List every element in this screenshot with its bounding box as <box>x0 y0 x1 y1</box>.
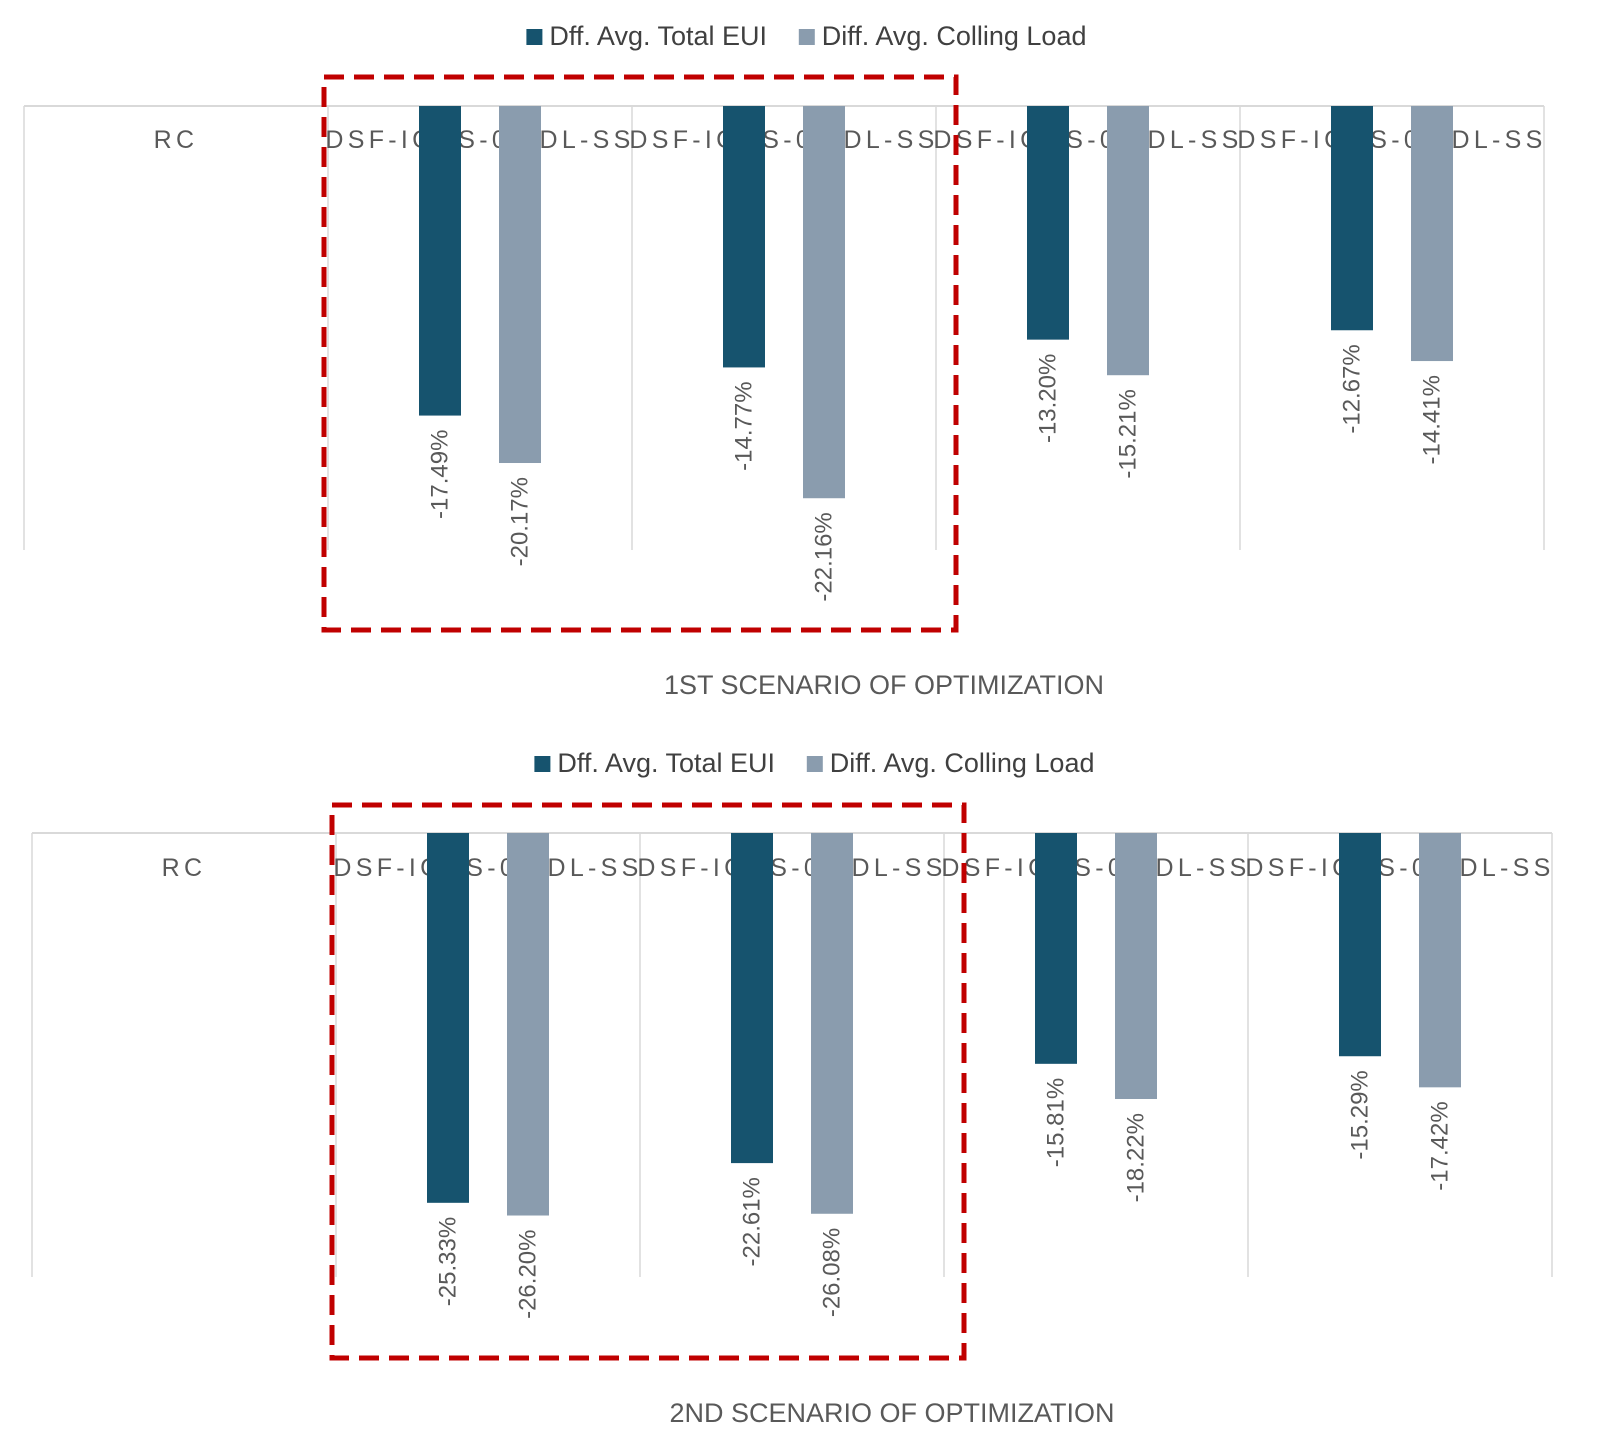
category-label: DSF-IGUS-03/DL-SS <box>933 126 1242 154</box>
category-label: DSF-IGUS-01/DL-SS <box>325 126 634 154</box>
data-label: -22.16% <box>811 512 838 601</box>
category-label: DSF-IGUS-02/DL-SS <box>637 854 946 882</box>
legend-label-2: Diff. Avg. Colling Load <box>830 748 1095 778</box>
bar-total-eui <box>1331 106 1373 331</box>
bar-cooling-load <box>1411 106 1453 362</box>
legend: Dff. Avg. Total EUI Diff. Avg. Colling Lo… <box>534 748 1094 778</box>
highlight-box <box>321 74 959 633</box>
data-label: -15.29% <box>1347 1070 1374 1159</box>
data-label: -26.20% <box>515 1230 542 1319</box>
bar-cooling-load <box>811 833 853 1214</box>
bar-total-eui <box>731 833 773 1164</box>
data-label: -22.61% <box>739 1177 766 1266</box>
bar-cooling-load <box>1115 833 1157 1100</box>
data-label: -12.67% <box>1339 344 1366 433</box>
category-label: RC <box>162 854 207 882</box>
legend-swatch-1 <box>526 29 543 45</box>
x-axis-title: 2ND SCENARIO OF OPTIMIZATION <box>669 1398 1114 1428</box>
category-label: DSF-IGUS-03/DL-SS <box>941 854 1250 882</box>
category-label: DSF-IGUS-01/DL-SS <box>333 854 642 882</box>
bar-cooling-load <box>499 106 541 464</box>
bar-cooling-load <box>1107 106 1149 376</box>
data-label: -15.21% <box>1115 389 1142 478</box>
legend-swatch-1 <box>534 756 551 772</box>
category-label: RC <box>154 126 199 154</box>
data-label: -15.81% <box>1043 1078 1070 1167</box>
bar-total-eui <box>723 106 765 368</box>
data-label: -13.20% <box>1035 354 1062 443</box>
legend-label-1: Dff. Avg. Total EUI <box>557 748 775 778</box>
category-label: DSF-IGUS-04/DL-SS <box>1237 126 1546 154</box>
highlight-box <box>329 802 967 1361</box>
bar-total-eui <box>1027 106 1069 340</box>
legend-swatch-2 <box>806 756 823 772</box>
legend-swatch-2 <box>798 29 815 45</box>
bar-total-eui <box>1035 833 1077 1064</box>
chart-panel-2: Dff. Avg. Total EUI Diff. Avg. Colling Lo… <box>31 748 1554 1428</box>
bar-total-eui <box>419 106 461 416</box>
bar-cooling-load <box>507 833 549 1216</box>
chart-panel-1: Dff. Avg. Total EUI Diff. Avg. Colling Lo… <box>23 21 1546 700</box>
data-label: -17.42% <box>1427 1101 1454 1190</box>
data-label: -17.49% <box>427 430 454 519</box>
bar-cooling-load <box>803 106 845 499</box>
data-label: -18.22% <box>1123 1113 1150 1202</box>
data-label: -14.41% <box>1419 375 1446 464</box>
legend: Dff. Avg. Total EUI Diff. Avg. Colling Lo… <box>526 21 1086 51</box>
bar-cooling-load <box>1419 833 1461 1088</box>
bar-total-eui <box>427 833 469 1203</box>
x-axis-title: 1ST SCENARIO OF OPTIMIZATION <box>664 670 1104 700</box>
legend-label-1: Dff. Avg. Total EUI <box>549 21 767 51</box>
data-label: -26.08% <box>819 1228 846 1317</box>
data-label: -14.77% <box>731 381 758 470</box>
data-label: -25.33% <box>435 1217 462 1306</box>
legend-label-2: Diff. Avg. Colling Load <box>822 21 1087 51</box>
category-label: DSF-IGUS-02/DL-SS <box>629 126 938 154</box>
bar-total-eui <box>1339 833 1381 1057</box>
data-label: -20.17% <box>507 477 534 566</box>
category-label: DSF-IGUS-04/DL-SS <box>1245 854 1554 882</box>
